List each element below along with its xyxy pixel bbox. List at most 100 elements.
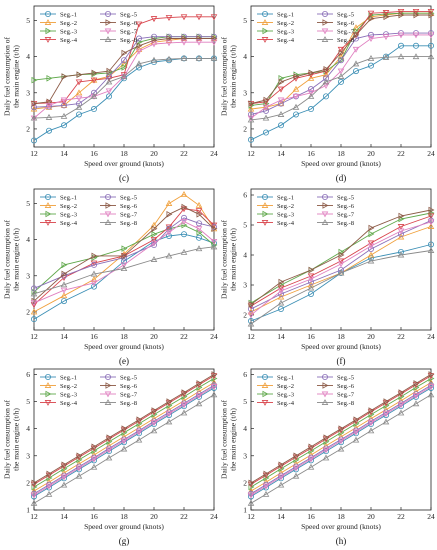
- data-point: [277, 293, 285, 300]
- y-tick-label: 2: [26, 124, 30, 133]
- series-line: [33, 246, 215, 295]
- data-point: [247, 499, 255, 506]
- data-point: [60, 112, 68, 119]
- data-point: [292, 472, 300, 479]
- data-point: [308, 443, 315, 451]
- data-point: [46, 127, 53, 134]
- data-point: [427, 373, 435, 380]
- y-tick-label: 2: [243, 124, 247, 133]
- data-point: [165, 252, 173, 259]
- data-point: [30, 316, 37, 323]
- legend-marker: [321, 36, 329, 42]
- legend-marker: [321, 211, 329, 218]
- data-point: [30, 137, 37, 144]
- data-point: [61, 461, 68, 468]
- legend-label: Seg.-1: [60, 194, 77, 201]
- data-point: [428, 371, 435, 378]
- data-point: [135, 35, 142, 42]
- data-point: [46, 103, 53, 110]
- series-line: [250, 374, 432, 484]
- y-tick-label: 1: [243, 506, 247, 515]
- data-point: [121, 57, 128, 64]
- data-point: [368, 224, 375, 232]
- data-point: [367, 31, 374, 38]
- data-point: [210, 39, 218, 46]
- data-point: [397, 233, 405, 240]
- legend-marker: [261, 400, 269, 406]
- legend-label: Seg.-3: [60, 391, 78, 398]
- data-point: [195, 400, 203, 407]
- legend-label: Seg.-7: [120, 211, 138, 218]
- legend-marker: [261, 10, 268, 17]
- x-tick-label: 14: [60, 332, 68, 341]
- legend-marker: [45, 373, 52, 380]
- data-point: [337, 258, 345, 265]
- data-point: [278, 78, 285, 86]
- legend-marker: [44, 400, 52, 406]
- data-point: [263, 470, 270, 478]
- data-point: [368, 407, 375, 414]
- legend-marker: [321, 10, 328, 17]
- data-point: [45, 483, 53, 490]
- data-point: [76, 452, 83, 460]
- legend-marker: [322, 19, 329, 26]
- chart-panel: 12 14 16 18 20 22 24 2 3 4 5 Speed over ground (kno…: [220, 5, 435, 183]
- data-point: [195, 234, 202, 241]
- data-point: [136, 416, 143, 423]
- x-tick-label: 24: [427, 332, 435, 341]
- series-line: [33, 206, 215, 302]
- data-point: [135, 21, 143, 28]
- series-line: [250, 221, 432, 316]
- data-point: [30, 290, 38, 297]
- y-tick-label: 3: [243, 281, 247, 290]
- data-point: [165, 55, 173, 62]
- data-point: [181, 203, 188, 211]
- data-point: [383, 398, 390, 405]
- data-point: [353, 416, 360, 423]
- legend-marker: [322, 202, 329, 209]
- legend-label: Seg.-6: [120, 383, 138, 390]
- data-point: [397, 402, 405, 409]
- data-point: [323, 65, 330, 73]
- legend-marker: [44, 202, 52, 208]
- legend-marker: [262, 27, 269, 35]
- series-line: [250, 220, 432, 310]
- data-point: [293, 452, 300, 460]
- data-point: [427, 384, 435, 391]
- legend-marker: [45, 210, 52, 218]
- chart-panel: 12 14 16 18 20 22 24 2 3 4 5 6 Speed over ground (kn…: [220, 188, 435, 366]
- legend-label: Seg.-5: [120, 374, 138, 381]
- y-tick-label: 3: [26, 88, 30, 97]
- data-point: [352, 436, 360, 443]
- x-tick-label: 24: [427, 512, 435, 521]
- x-tick-label: 16: [307, 149, 315, 158]
- data-point: [105, 88, 113, 95]
- data-point: [181, 389, 188, 396]
- legend-marker: [261, 193, 268, 200]
- data-point: [90, 92, 98, 99]
- legend-marker: [261, 37, 269, 43]
- data-point: [60, 281, 68, 288]
- legend-marker: [104, 28, 112, 35]
- data-point: [248, 479, 255, 487]
- data-point: [247, 115, 255, 122]
- data-point: [165, 200, 173, 206]
- data-point: [210, 238, 218, 245]
- legend-label: Seg.-2: [60, 203, 77, 210]
- legend-label: Seg.-1: [277, 11, 294, 18]
- y-axis-label: Daily fuel consumption ofthe main engine…: [220, 220, 238, 299]
- data-point: [352, 60, 360, 67]
- data-point: [397, 409, 405, 416]
- data-point: [397, 8, 405, 15]
- data-point: [150, 256, 158, 262]
- data-point: [262, 129, 269, 136]
- data-point: [277, 288, 285, 295]
- panel-label: (d): [336, 173, 347, 183]
- y-tick-label: 4: [26, 424, 30, 433]
- legend-marker: [322, 382, 329, 389]
- data-point: [367, 420, 375, 427]
- y-tick-label: 2: [26, 478, 30, 487]
- data-point: [195, 201, 203, 208]
